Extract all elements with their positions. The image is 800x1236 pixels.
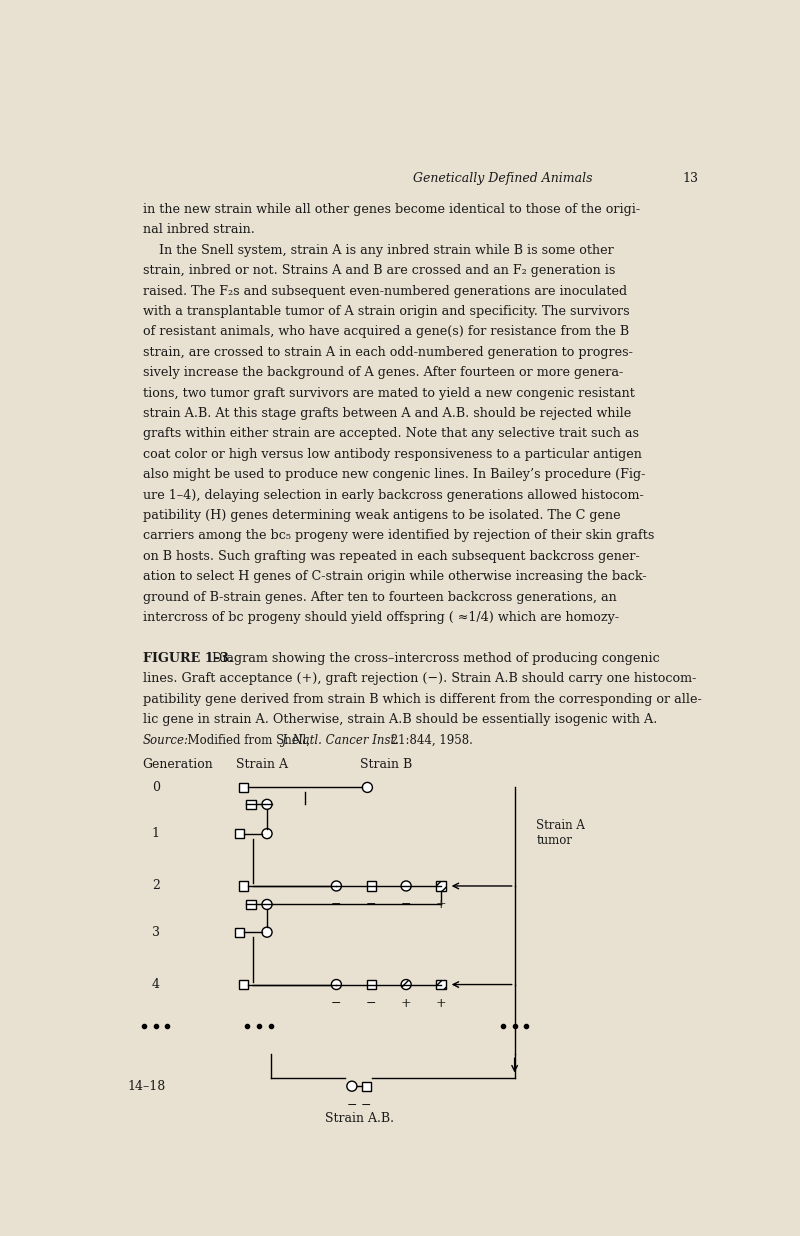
Circle shape <box>362 782 373 792</box>
Text: 21:844, 1958.: 21:844, 1958. <box>386 733 473 747</box>
Text: ure 1–4), delaying selection in early backcross generations allowed histocom-: ure 1–4), delaying selection in early ba… <box>142 488 643 502</box>
Text: intercross of bc progeny should yield offspring ( ≈1/4) which are homozy-: intercross of bc progeny should yield of… <box>142 611 618 624</box>
Text: Generation: Generation <box>142 758 214 771</box>
Circle shape <box>401 980 411 990</box>
Circle shape <box>347 1082 357 1091</box>
Bar <box>436 881 446 891</box>
Circle shape <box>262 900 272 910</box>
Text: patibility (H) genes determining weak antigens to be isolated. The C gene: patibility (H) genes determining weak an… <box>142 509 620 522</box>
Text: raised. The F₂s and subsequent even-numbered generations are inoculated: raised. The F₂s and subsequent even-numb… <box>142 284 626 298</box>
Text: Genetically Defined Animals: Genetically Defined Animals <box>414 172 593 185</box>
Text: 0: 0 <box>152 781 160 794</box>
Text: patibility gene derived from strain B which is different from the corresponding : patibility gene derived from strain B wh… <box>142 692 702 706</box>
Text: −: − <box>401 899 411 911</box>
Text: sively increase the background of A genes. After fourteen or more genera-: sively increase the background of A gene… <box>142 366 623 379</box>
Text: −: − <box>366 997 377 1010</box>
Text: In the Snell system, strain A is any inbred strain while B is some other: In the Snell system, strain A is any inb… <box>142 243 614 257</box>
Text: carriers among the bc₅ progeny were identified by rejection of their skin grafts: carriers among the bc₅ progeny were iden… <box>142 529 654 543</box>
Text: +: + <box>436 899 446 911</box>
Text: 14–18: 14–18 <box>127 1080 166 1093</box>
Text: on B hosts. Such grafting was repeated in each subsequent backcross gener-: on B hosts. Such grafting was repeated i… <box>142 550 639 562</box>
Text: ground of B-strain genes. After ten to fourteen backcross generations, an: ground of B-strain genes. After ten to f… <box>142 591 616 603</box>
Text: of resistant animals, who have acquired a gene(s) for resistance from the B: of resistant animals, who have acquired … <box>142 325 629 339</box>
Text: 13: 13 <box>682 172 698 185</box>
Text: −: − <box>361 1099 371 1111</box>
Text: −: − <box>331 899 342 911</box>
Text: also might be used to produce new congenic lines. In Bailey’s procedure (Fig-: also might be used to produce new congen… <box>142 468 645 481</box>
Text: lines. Graft acceptance (+), graft rejection (−). Strain A.B should carry one hi: lines. Graft acceptance (+), graft rejec… <box>142 672 696 685</box>
Bar <box>246 800 256 810</box>
Bar <box>362 1082 371 1091</box>
Bar <box>436 980 446 989</box>
Text: +: + <box>436 997 446 1010</box>
Bar <box>238 782 248 792</box>
Text: strain, are crossed to strain A in each odd-numbered generation to progres-: strain, are crossed to strain A in each … <box>142 346 633 358</box>
Text: strain, inbred or not. Strains A and B are crossed and an F₂ generation is: strain, inbred or not. Strains A and B a… <box>142 265 615 277</box>
Text: −: − <box>331 997 342 1010</box>
Text: Strain A.B.: Strain A.B. <box>325 1111 394 1125</box>
Text: 2: 2 <box>152 880 160 892</box>
Circle shape <box>331 881 342 891</box>
Bar <box>235 927 244 937</box>
Text: J. Natl. Cancer Inst.: J. Natl. Cancer Inst. <box>282 733 400 747</box>
Text: ation to select H genes of C-strain origin while otherwise increasing the back-: ation to select H genes of C-strain orig… <box>142 570 646 583</box>
Text: Strain A: Strain A <box>236 758 288 771</box>
Bar <box>366 881 376 891</box>
Text: grafts within either strain are accepted. Note that any selective trait such as: grafts within either strain are accepted… <box>142 428 638 440</box>
Circle shape <box>401 881 411 891</box>
Text: strain A.B. At this stage grafts between A and A.B. should be rejected while: strain A.B. At this stage grafts between… <box>142 407 631 420</box>
Text: Modified from Snell,: Modified from Snell, <box>180 733 314 747</box>
Text: Strain B: Strain B <box>360 758 412 771</box>
Bar <box>235 829 244 838</box>
Text: FIGURE 1–3.: FIGURE 1–3. <box>142 651 233 665</box>
Text: with a transplantable tumor of A strain origin and specificity. The survivors: with a transplantable tumor of A strain … <box>142 305 630 318</box>
Text: Strain A
tumor: Strain A tumor <box>536 818 586 847</box>
Circle shape <box>262 800 272 810</box>
Bar <box>366 980 376 989</box>
Text: Source:: Source: <box>142 733 189 747</box>
Text: −: − <box>346 1099 357 1111</box>
Circle shape <box>262 927 272 937</box>
Bar <box>238 881 248 891</box>
Text: Diagram showing the cross–intercross method of producing congenic: Diagram showing the cross–intercross met… <box>209 651 660 665</box>
Bar <box>246 900 256 910</box>
Text: 1: 1 <box>152 827 160 840</box>
Text: 3: 3 <box>152 926 160 938</box>
Text: coat color or high versus low antibody responsiveness to a particular antigen: coat color or high versus low antibody r… <box>142 447 642 461</box>
Text: +: + <box>401 997 411 1010</box>
Text: −: − <box>366 899 377 911</box>
Text: nal inbred strain.: nal inbred strain. <box>142 224 254 236</box>
Circle shape <box>331 980 342 990</box>
Text: in the new strain while all other genes become identical to those of the origi-: in the new strain while all other genes … <box>142 203 640 216</box>
Circle shape <box>262 828 272 838</box>
Bar <box>238 980 248 989</box>
Text: 4: 4 <box>152 978 160 991</box>
Text: lic gene in strain A. Otherwise, strain A.B should be essentially isogenic with : lic gene in strain A. Otherwise, strain … <box>142 713 657 726</box>
Text: tions, two tumor graft survivors are mated to yield a new congenic resistant: tions, two tumor graft survivors are mat… <box>142 387 634 399</box>
